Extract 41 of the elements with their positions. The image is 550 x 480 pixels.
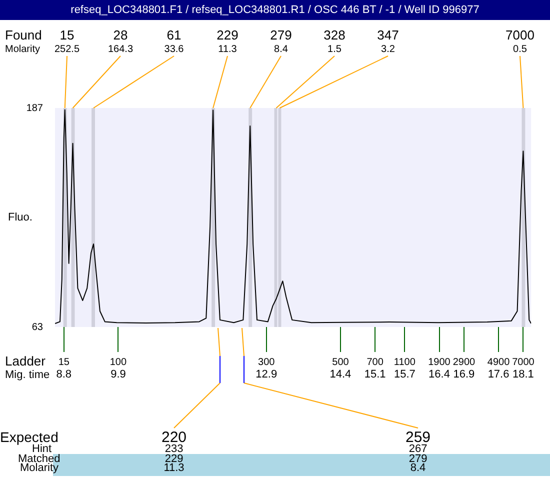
text: 7000: [512, 356, 535, 368]
text: Mig. time: [5, 369, 50, 382]
x-tick-label: 16.4: [428, 368, 450, 381]
text: 100: [110, 356, 127, 368]
text: Ladder: [5, 354, 46, 369]
text: 259 267 279 8.4: [405, 429, 431, 474]
x-tick-label: 8.8: [56, 368, 72, 381]
x-tick-label: 14.4: [330, 368, 352, 381]
text: Hint: [32, 443, 52, 456]
text: Molarity: [5, 44, 40, 55]
y-tick-label: 187: [26, 102, 44, 114]
annotation: 7000 0.5: [506, 28, 534, 55]
x-tick-label: 17.6: [488, 368, 510, 381]
text: 1100: [394, 356, 416, 368]
annotation: 347 3.2: [377, 28, 399, 55]
text: Molarity: [20, 462, 60, 474]
text: 300: [258, 356, 276, 368]
chart-title: refseq_LOC348801.F1 / refseq_LOC348801.R1 / OSC 446 BT / -1 / Well ID 996977: [0, 0, 550, 20]
annotation: 328 1.5: [324, 28, 346, 55]
annotation: 15 252.5: [54, 28, 80, 55]
annotation: 229 11.3: [216, 28, 238, 55]
y-tick-label: 63: [32, 322, 44, 333]
text: 500: [332, 356, 350, 368]
y-axis-title: Fluo.: [8, 212, 32, 224]
annotation: 279 8.4: [270, 28, 292, 55]
text: Expected: [0, 428, 58, 445]
x-tick-label: 16.9: [453, 368, 475, 381]
text: 15: [58, 356, 70, 368]
x-tick-label: 9.9: [110, 368, 126, 381]
text: 220 233 229 11.3: [161, 429, 187, 474]
annotation: 28 164.3: [108, 28, 134, 55]
annotation: 61 33.6: [164, 28, 184, 55]
text: 4900: [487, 356, 510, 368]
x-tick-label: 18.1: [512, 368, 534, 381]
text: 700: [366, 356, 384, 368]
text: Found: [5, 28, 42, 43]
x-tick-label: 15.1: [364, 368, 386, 381]
text: 2900: [452, 356, 476, 368]
x-tick-label: 12.9: [256, 368, 278, 381]
x-tick-label: 15.7: [394, 368, 416, 381]
text: 1900: [428, 356, 451, 368]
